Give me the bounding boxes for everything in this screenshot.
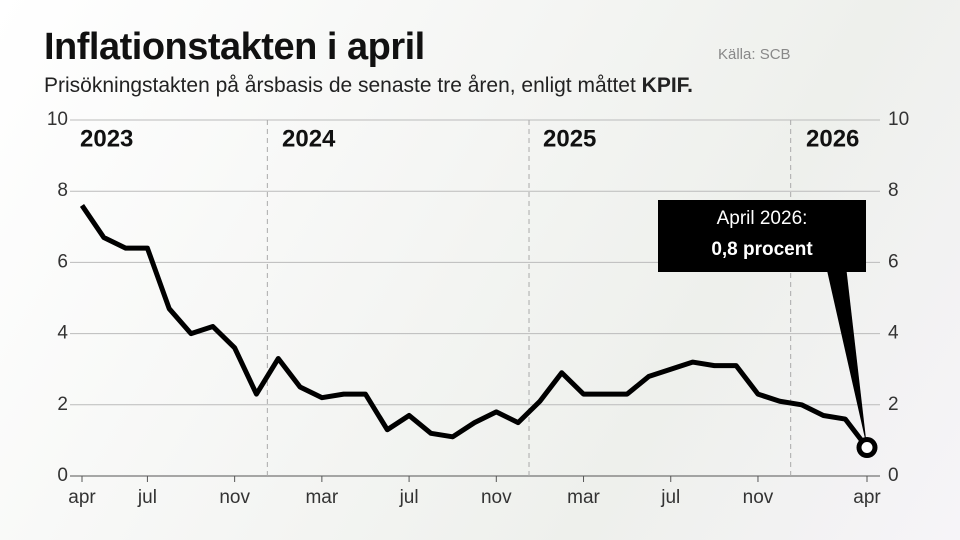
x-tick-label: apr — [853, 487, 881, 508]
y2-tick-label: 6 — [888, 251, 899, 272]
y-tick-label: 0 — [57, 465, 68, 486]
x-tick-label: nov — [219, 487, 250, 508]
year-label: 2026 — [806, 125, 859, 152]
x-tick-label: jul — [660, 487, 680, 508]
y-tick-label: 6 — [57, 251, 68, 272]
y2-tick-label: 0 — [888, 465, 899, 486]
y-tick-label: 2 — [57, 394, 68, 415]
y-tick-label: 4 — [57, 323, 68, 344]
annotation-pointer — [826, 266, 867, 448]
x-tick-label: jul — [137, 487, 157, 508]
end-marker — [856, 437, 878, 459]
y-tick-label: 10 — [47, 109, 68, 130]
data-line — [79, 204, 869, 450]
annotation-title: April 2026: — [717, 208, 808, 229]
y2-tick-label: 4 — [888, 323, 899, 344]
x-tick-label: mar — [567, 487, 600, 508]
chart-title: Inflationstakten i april — [44, 26, 425, 68]
annotation-box — [658, 200, 866, 272]
y-tick-label: 8 — [57, 180, 68, 201]
x-tick-label: nov — [481, 487, 512, 508]
y2-tick-label: 8 — [888, 180, 899, 201]
chart-subtitle: Prisökningstakten på årsbasis de senaste… — [44, 74, 693, 98]
x-tick-label: apr — [68, 487, 96, 508]
x-tick-label: mar — [305, 487, 338, 508]
source: Källa: SCB — [718, 46, 791, 63]
year-label: 2024 — [282, 125, 336, 152]
y2-tick-label: 2 — [888, 394, 899, 415]
subtitle-emphasis: KPIF. — [641, 74, 694, 97]
year-label: 2025 — [543, 125, 596, 152]
subtitle-text: Prisökningstakten på årsbasis de senaste… — [44, 74, 636, 97]
y2-tick-label: 10 — [888, 109, 909, 130]
annotation-label: 0,8 procent — [711, 239, 813, 260]
x-tick-label: jul — [399, 487, 419, 508]
year-label: 2023 — [80, 125, 133, 152]
x-tick-label: nov — [743, 487, 774, 508]
